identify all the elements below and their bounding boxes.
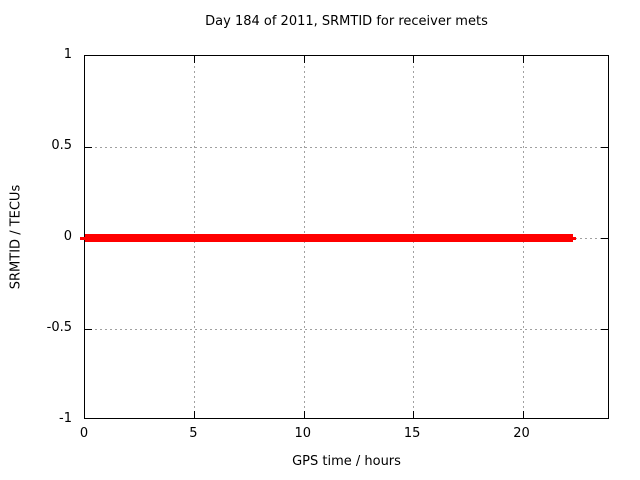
y-tick-label: -1 [59, 411, 72, 426]
y-tick-label: 0 [63, 229, 72, 244]
y-tick-mark-left [85, 329, 92, 330]
data-line [85, 234, 573, 242]
y-tick-mark-right [601, 147, 608, 148]
x-tick-mark-top [522, 56, 524, 63]
x-tick-label: 5 [189, 426, 198, 441]
x-tick-mark-top [303, 56, 305, 63]
x-tick-mark-bottom [413, 411, 415, 418]
x-tick-mark-bottom [522, 411, 524, 418]
x-tick-label: 20 [513, 426, 530, 441]
x-tick-mark-top [194, 56, 196, 63]
x-tick-label: 10 [294, 426, 312, 441]
y-tick-label: 1 [63, 47, 72, 62]
x-tick-label: 15 [403, 426, 421, 441]
x-tick-mark-bottom [303, 411, 305, 418]
y-tick-mark-right [601, 329, 608, 330]
grid-line-horizontal [85, 329, 608, 330]
y-tick-label: 0.5 [51, 138, 72, 153]
y-tick-mark-left [85, 147, 92, 148]
x-tick-label: 0 [79, 426, 89, 441]
x-axis-label: GPS time / hours [292, 454, 401, 469]
plot-area [79, 55, 609, 419]
y-tick-mark-right [601, 238, 608, 239]
grid-line-horizontal [85, 147, 608, 148]
x-tick-mark-bottom [194, 411, 196, 418]
chart-title: Day 184 of 2011, SRMTID for receiver met… [205, 14, 488, 29]
y-tick-label: -0.5 [46, 320, 72, 335]
x-tick-mark-top [413, 56, 415, 63]
